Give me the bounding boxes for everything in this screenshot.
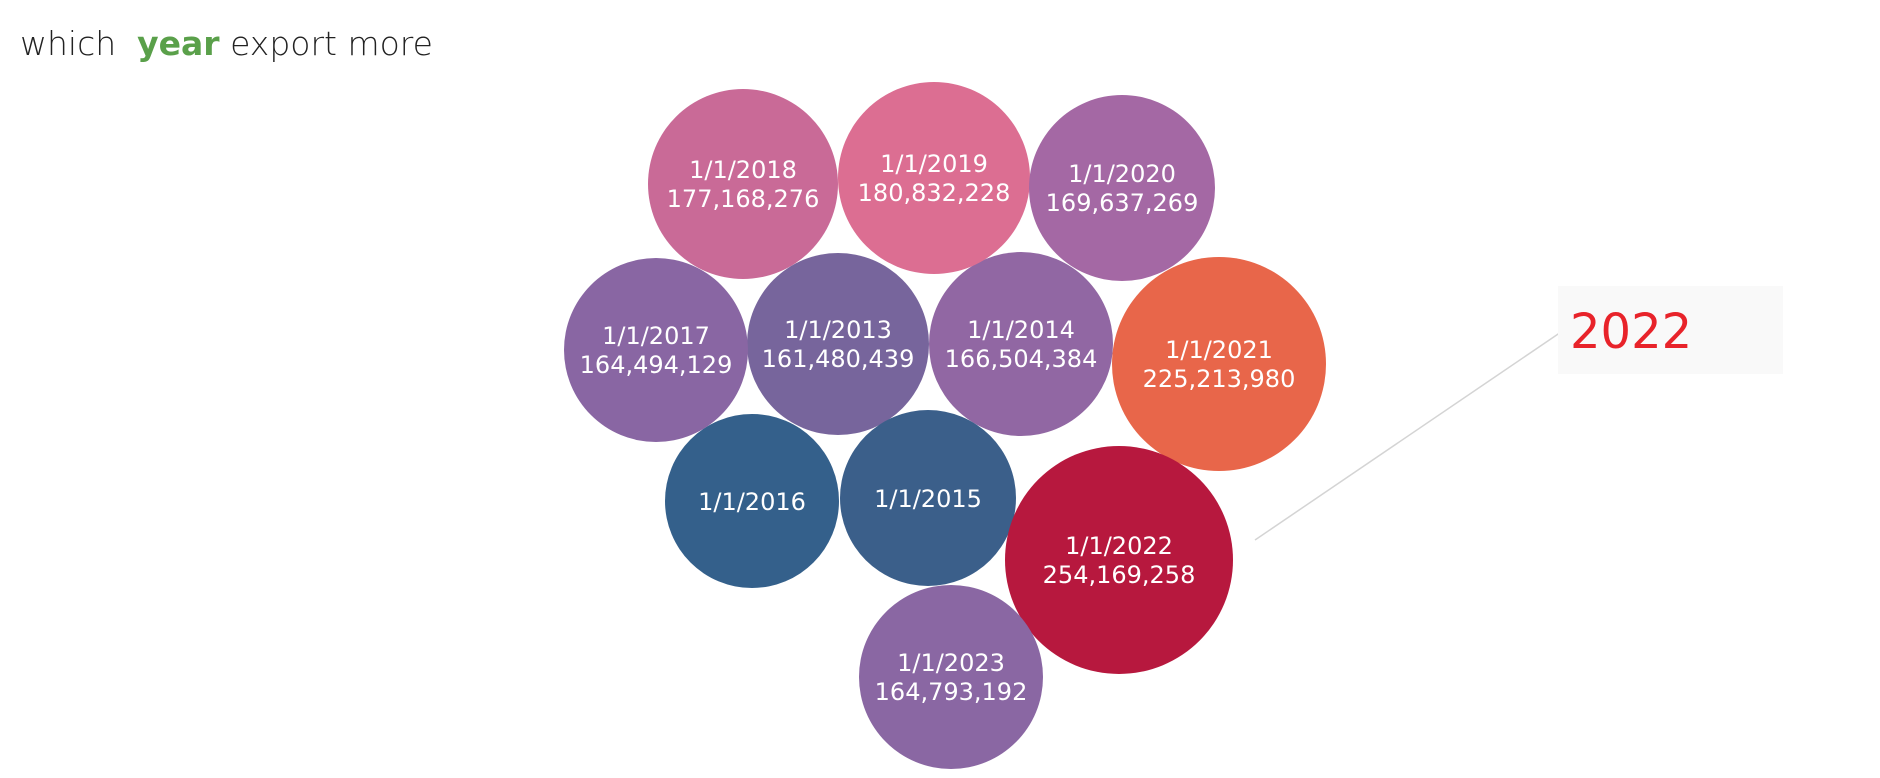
bubble-date-label: 1/1/2020	[1068, 160, 1176, 188]
annotation-connector	[1254, 329, 1565, 541]
bubble-value-label: 177,168,276	[667, 185, 820, 213]
bubble-date-label: 1/1/2021	[1165, 336, 1273, 364]
bubble-circle[interactable]	[1005, 446, 1233, 674]
bubble-circle[interactable]	[1112, 257, 1326, 471]
bubble-value-label: 169,637,269	[1046, 189, 1199, 217]
bubble-value-label: 254,169,258	[1043, 561, 1196, 589]
bubble-circle[interactable]	[747, 253, 929, 435]
bubble-date-label: 1/1/2013	[784, 316, 892, 344]
bubble-date-label: 1/1/2019	[880, 150, 988, 178]
bubble-date-label: 1/1/2014	[967, 316, 1075, 344]
bubble-1-1-2015[interactable]: 1/1/2015	[840, 410, 1016, 586]
bubble-circle[interactable]	[564, 258, 748, 442]
bubble-1-1-2016[interactable]: 1/1/2016	[665, 414, 839, 588]
bubble-value-label: 225,213,980	[1143, 365, 1296, 393]
bubble-value-label: 161,480,439	[762, 345, 915, 373]
title-accent: year	[137, 24, 220, 63]
bubble-date-label: 1/1/2023	[897, 649, 1005, 677]
title-prefix: which	[20, 24, 117, 63]
title-suffix: export more	[230, 24, 433, 63]
bubble-circle[interactable]	[840, 410, 1016, 586]
bubble-value-label: 164,793,192	[875, 678, 1028, 706]
bubble-circle[interactable]	[1029, 95, 1215, 281]
bubble-circle[interactable]	[929, 252, 1113, 436]
bubble-circle[interactable]	[665, 414, 839, 588]
bubble-value-label: 164,494,129	[580, 351, 733, 379]
annotation-text: 2022	[1570, 304, 1693, 360]
bubble-circle[interactable]	[859, 585, 1043, 769]
bubble-date-label: 1/1/2015	[874, 485, 982, 513]
bubble-layer: 1/1/2013161,480,4391/1/2014166,504,3841/…	[564, 82, 1326, 769]
bubble-circle[interactable]	[838, 82, 1030, 274]
bubble-date-label: 1/1/2018	[689, 156, 797, 184]
bubble-value-label: 166,504,384	[945, 345, 1098, 373]
page-title: which year export more	[20, 24, 433, 63]
bubble-circle[interactable]	[648, 89, 838, 279]
bubble-date-label: 1/1/2017	[602, 322, 710, 350]
bubble-date-label: 1/1/2022	[1065, 532, 1173, 560]
bubble-date-label: 1/1/2016	[698, 488, 806, 516]
bubble-value-label: 180,832,228	[858, 179, 1011, 207]
annotation-callout: 2022	[1558, 286, 1783, 374]
